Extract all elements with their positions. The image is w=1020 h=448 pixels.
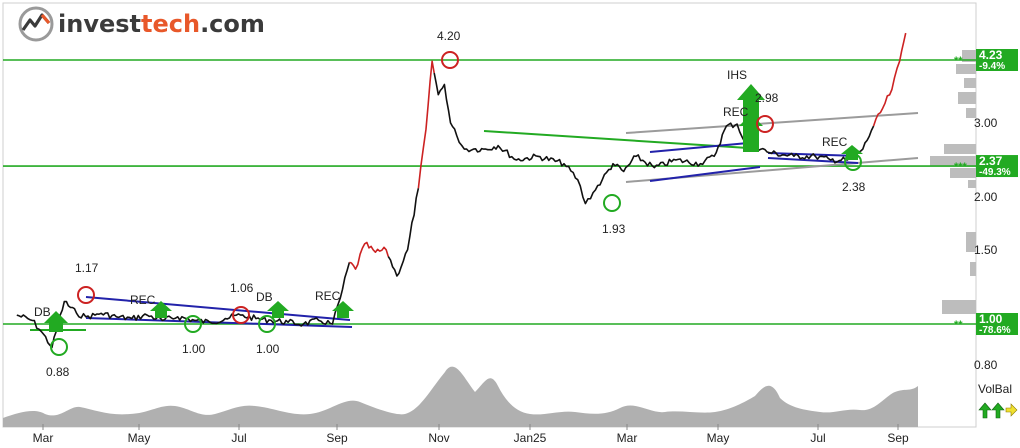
buy-arrow-db-1: [44, 311, 68, 332]
bottom-marker-238: [844, 153, 862, 171]
right-arrow-icon: [1005, 403, 1018, 417]
trend-lines: [30, 112, 919, 331]
support-resistance-lines: [3, 59, 976, 325]
buy-arrow-rec-2: [332, 301, 354, 318]
annotation-value: 1.17: [75, 261, 99, 275]
x-tick-label: Mar: [33, 431, 54, 445]
y-axis: ** 4.23-9.4% 3.00 *** 2.37-49.3% 2.00 1.50 ** 1.…: [954, 48, 1018, 372]
pattern-label: REC: [723, 105, 749, 119]
bottom-marker-100a: [184, 315, 202, 333]
price-line: [433, 72, 875, 205]
volbal-signal-icons: [978, 402, 1018, 419]
pattern-label: REC: [130, 293, 156, 307]
level-change-label: -9.4%: [979, 61, 1005, 72]
volume-profile: [930, 50, 976, 314]
x-tick-label: Sep: [326, 431, 348, 445]
plot-frame: [2, 2, 977, 428]
level-box: [976, 155, 1018, 178]
price-series: [16, 32, 907, 349]
y-tick-label: 2.37: [979, 154, 1003, 168]
x-tick-label: Jul: [231, 431, 246, 445]
channel-lower-2: [649, 166, 761, 182]
annotation-value: 1.06: [230, 281, 254, 295]
bottom-marker-088: [50, 338, 68, 356]
channel-lower-3: [767, 157, 859, 164]
annotation-value: 2.38: [842, 180, 866, 194]
brand-logo[interactable]: investtech.com: [18, 6, 265, 42]
annotation-value: 1.93: [602, 222, 626, 236]
y-tick-label: 1.00: [979, 312, 1003, 326]
y-tick-label: 0.80: [974, 358, 998, 372]
price-line: [872, 32, 907, 127]
top-marker-420: [441, 51, 459, 69]
volume-balance-area: [3, 366, 918, 427]
bottom-marker-100b: [258, 315, 276, 333]
buy-arrow-db-2: [267, 301, 289, 318]
price-line: [16, 262, 351, 349]
buy-arrow-rec-3: [739, 114, 763, 137]
logo-text-prefix: invest: [58, 10, 141, 38]
trend-green-2: [483, 130, 749, 149]
x-tick-label: Jul: [810, 431, 825, 445]
level-box: [976, 49, 1018, 71]
pattern-label: IHS: [727, 68, 747, 82]
y-tick-highlight: ** 4.23-9.4%: [954, 48, 1018, 72]
top-marker-298: [756, 115, 774, 133]
level-change-label: -49.3%: [979, 167, 1011, 178]
pattern-label: DB: [256, 290, 273, 304]
x-tick-label: Mar: [617, 431, 638, 445]
level-box: [976, 313, 1018, 335]
annotation-value: 2.98: [755, 91, 779, 105]
turning-point-markers: [50, 51, 862, 356]
y-tick-label: 2.00: [974, 190, 998, 204]
y-tick-label: 3.00: [974, 116, 998, 130]
pattern-label: DB: [34, 305, 51, 319]
price-line: [417, 60, 435, 189]
up-arrow-icon: [991, 402, 1005, 419]
top-marker-106: [232, 306, 250, 324]
level-stars: **: [954, 319, 963, 331]
y-tick-highlight: *** 2.37-49.3%: [954, 154, 1018, 178]
channel-upper-2: [649, 142, 749, 153]
y-tick-highlight: ** 1.00-78.6%: [954, 312, 1018, 336]
price-line: [349, 241, 390, 270]
x-tick-label: May: [707, 431, 730, 445]
logo-chart-icon: [18, 6, 54, 42]
buy-arrow-rec-1: [150, 301, 172, 318]
annotations: 4.20 1.17 1.06 0.88 1.00 1.00 1.93 2.98 …: [34, 29, 866, 379]
x-axis: Mar May Jul Sep Nov Jan25 Mar May Jul Sep: [33, 424, 909, 445]
level-stars: **: [954, 55, 963, 67]
x-tick-label: Sep: [887, 431, 909, 445]
price-line: [387, 188, 420, 277]
logo-text-accent: tech: [141, 10, 201, 38]
top-marker-117: [77, 286, 95, 304]
logo-text-suffix: .com: [200, 10, 265, 38]
x-tick-label: May: [128, 431, 151, 445]
annotation-value: 0.88: [46, 365, 70, 379]
level-change-label: -78.6%: [979, 325, 1011, 336]
pattern-label: REC: [822, 135, 848, 149]
x-tick-label: Nov: [428, 431, 449, 445]
annotation-value: 1.00: [256, 342, 280, 356]
bottom-marker-193: [603, 194, 621, 212]
annotation-value: 4.20: [437, 29, 461, 43]
up-arrow-icon: [978, 402, 992, 419]
channel-upper-1: [85, 296, 351, 321]
pattern-label: REC: [315, 289, 341, 303]
volbal-label: VolBal: [978, 382, 1012, 396]
y-tick-label: 4.23: [979, 48, 1003, 62]
annotation-value: 1.00: [182, 342, 206, 356]
level-stars: ***: [954, 161, 968, 173]
x-tick-label: Jan25: [514, 431, 547, 445]
y-tick-label: 1.50: [974, 243, 998, 257]
signal-arrows: [44, 84, 863, 332]
